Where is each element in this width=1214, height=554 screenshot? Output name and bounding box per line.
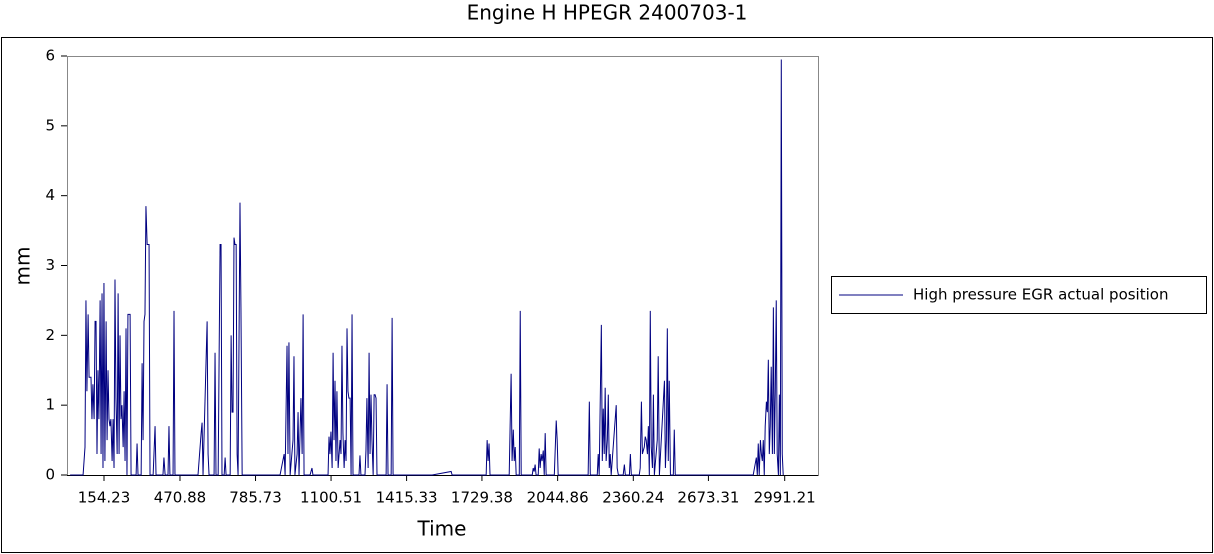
x-tick-label: 2044.86 xyxy=(527,489,589,507)
data-line xyxy=(70,59,784,476)
x-tick-label: 1415.33 xyxy=(376,489,438,507)
y-tick-label: 1 xyxy=(45,396,55,414)
y-tick-label: 4 xyxy=(45,186,55,204)
x-tick-label: 2673.31 xyxy=(677,489,739,507)
x-tick-label: 1100.51 xyxy=(300,489,362,507)
y-tick-label: 0 xyxy=(45,466,55,484)
y-tick-label: 3 xyxy=(45,256,55,274)
x-tick-label: 1729.38 xyxy=(451,489,513,507)
y-tick-label: 5 xyxy=(45,116,55,134)
x-tick-label: 2360.24 xyxy=(602,489,664,507)
frame xyxy=(1,37,1213,553)
legend-label: High pressure EGR actual position xyxy=(913,286,1168,304)
chart-title: Engine H HPEGR 2400703-1 xyxy=(467,1,748,25)
y-axis-label: mm xyxy=(11,247,35,286)
x-tick-label: 154.23 xyxy=(78,489,131,507)
y-tick-label: 6 xyxy=(45,47,55,65)
x-tick-label: 785.73 xyxy=(229,489,282,507)
plot-area xyxy=(67,56,819,476)
x-tick-label: 2991.21 xyxy=(754,489,816,507)
x-axis-label: Time xyxy=(417,517,467,541)
y-tick-label: 2 xyxy=(45,326,55,344)
x-tick-label: 470.88 xyxy=(154,489,207,507)
